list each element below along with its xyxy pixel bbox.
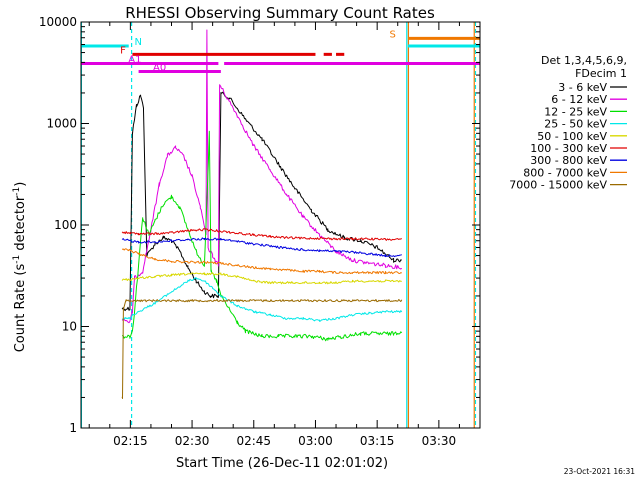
y-axis-label-sup2: -1 [12, 187, 22, 196]
y-axis: 1 10 100 1000 10000 [39, 15, 480, 435]
y-tick-label: 100 [54, 218, 77, 232]
series-line-7000-15000-kev [121, 299, 403, 399]
legend-header-detectors: Det 1,3,4,5,6,9, [541, 54, 627, 67]
legend-header-decimation: FDecim 1 [575, 67, 627, 80]
data-series [121, 29, 403, 399]
legend-entry-label: 100 - 300 keV [530, 142, 607, 155]
series-line-300-800-kev [121, 237, 402, 258]
series-line-12-25-kev [121, 130, 403, 342]
x-tick-label: 02:45 [236, 434, 271, 448]
generation-date: 23-Oct-2021 16:31 [564, 467, 635, 476]
legend-entry-label: 800 - 7000 keV [523, 166, 607, 179]
flag-label-S: S [390, 29, 396, 40]
flag-label-N: N [134, 37, 141, 48]
x-tick-label: 03:15 [360, 434, 395, 448]
y-tick-label: 1 [69, 421, 77, 435]
chart-title: RHESSI Observing Summary Count Rates [125, 4, 435, 22]
y-tick-label: 1000 [46, 117, 77, 131]
flag-label-A1: A1 [128, 55, 141, 66]
y-tick-label: 10 [62, 320, 77, 334]
legend-entry-label: 300 - 800 keV [530, 154, 607, 167]
x-axis-label: Start Time (26-Dec-11 02:01:02) [176, 456, 388, 471]
x-tick-label: 02:30 [175, 434, 210, 448]
series-line-25-50-kev [122, 277, 403, 322]
y-axis-label-main: Count Rate (s [13, 264, 28, 353]
x-tick-label: 03:00 [298, 434, 333, 448]
x-tick-label: 03:30 [422, 434, 457, 448]
x-axis: 02:15 02:30 02:45 03:00 03:15 03:30 [88, 22, 460, 448]
legend-entry-label: 6 - 12 keV [551, 93, 607, 106]
y-axis-label: Count Rate (s-1 detector-1) [12, 182, 28, 353]
legend-entry-label: 25 - 50 keV [544, 118, 607, 131]
legend-entry-label: 50 - 100 keV [537, 130, 607, 143]
y-tick-label: 10000 [39, 15, 77, 29]
series-line-6-12-kev [121, 29, 403, 324]
y-axis-label-mid: detector [13, 195, 28, 255]
legend-entry-label: 3 - 6 keV [558, 81, 607, 94]
y-axis-label-end: ) [13, 182, 28, 187]
legend-entry-label: 7000 - 15000 keV [509, 179, 607, 192]
series-line-3-6-kev [121, 91, 402, 312]
series-line-50-100-kev [121, 272, 402, 285]
series-line-800-7000-kev [121, 248, 403, 275]
vertical-markers [80, 22, 477, 428]
y-axis-label-sup1: -1 [12, 255, 22, 264]
flag-label-F: F [120, 45, 126, 56]
flag-label-A0: A0 [153, 63, 166, 74]
x-tick-label: 02:15 [113, 434, 148, 448]
legend-entry-label: 12 - 25 keV [544, 105, 607, 118]
series-line-100-300-kev [121, 228, 403, 241]
plot-frame [80, 21, 481, 429]
